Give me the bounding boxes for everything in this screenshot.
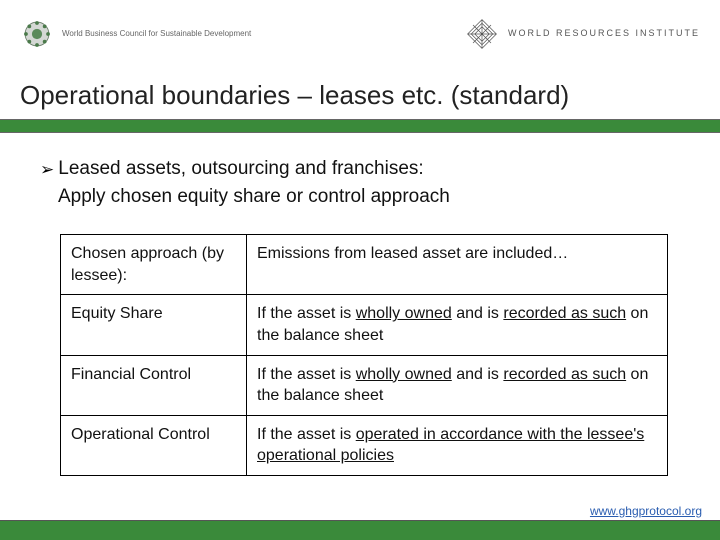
approach-table: Chosen approach (by lessee): Emissions f… [60,234,690,476]
cell-right-1: If the asset is wholly owned and is reco… [247,295,668,355]
wri-logo: WORLD RESOURCES INSTITUTE [464,16,700,52]
bottom-green-bar [0,520,720,540]
wbcsd-icon [20,17,54,51]
header: World Business Council for Sustainable D… [0,0,720,68]
bullet-text-2: Apply chosen equity share or control app… [58,183,690,211]
bullet-line-1: ➢ Leased assets, outsourcing and franchi… [40,155,690,183]
content: ➢ Leased assets, outsourcing and franchi… [0,133,720,476]
cell-right-0: Emissions from leased asset are included… [247,235,668,295]
page-title: Operational boundaries – leases etc. (st… [20,80,700,111]
wbcsd-logo: World Business Council for Sustainable D… [20,17,251,51]
table-row: Operational Control If the asset is oper… [61,415,668,475]
bullet-arrow-icon: ➢ [40,158,54,183]
top-green-bar [0,119,720,133]
footer-link[interactable]: www.ghgprotocol.org [590,504,702,518]
cell-left-0: Chosen approach (by lessee): [61,235,247,295]
cell-left-2: Financial Control [61,355,247,415]
cell-right-2: If the asset is wholly owned and is reco… [247,355,668,415]
wri-icon [464,16,500,52]
title-bar: Operational boundaries – leases etc. (st… [0,68,720,119]
table-row: Financial Control If the asset is wholly… [61,355,668,415]
table-row: Chosen approach (by lessee): Emissions f… [61,235,668,295]
cell-right-3: If the asset is operated in accordance w… [247,415,668,475]
cell-left-1: Equity Share [61,295,247,355]
table-row: Equity Share If the asset is wholly owne… [61,295,668,355]
bullet-text-1: Leased assets, outsourcing and franchise… [58,155,423,183]
wbcsd-text: World Business Council for Sustainable D… [62,29,251,39]
cell-left-3: Operational Control [61,415,247,475]
wri-text: WORLD RESOURCES INSTITUTE [508,28,700,40]
